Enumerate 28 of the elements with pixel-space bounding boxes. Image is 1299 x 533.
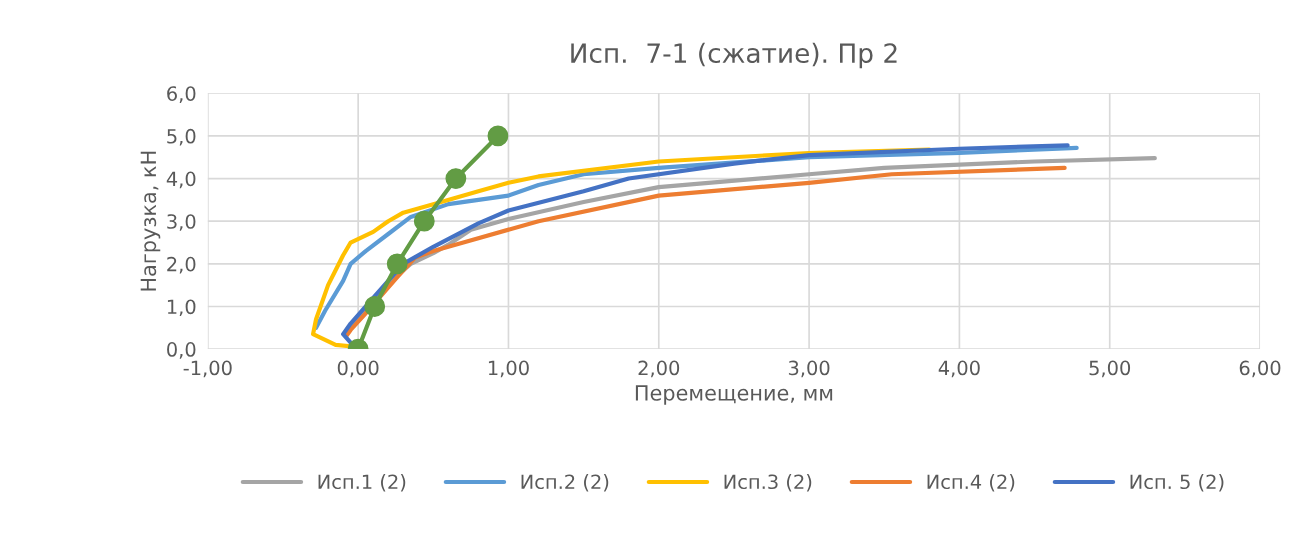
x-tick-label: 0,00 — [337, 360, 379, 378]
x-tick-label: 4,00 — [938, 360, 980, 378]
point — [386, 253, 408, 275]
y-tick-label: 2,0 — [167, 256, 196, 274]
x-tick-label: 2,00 — [638, 360, 680, 378]
chart-title: Исп. 7-1 (сжатие). Пр 2 — [571, 42, 897, 69]
point — [413, 210, 435, 232]
x-tick-label: 6,00 — [1239, 360, 1281, 378]
x-axis-title: Перемещение, мм — [635, 385, 833, 405]
y-tick-label: 6,0 — [167, 86, 196, 103]
legend-label: Исп.1 (2) — [318, 474, 406, 492]
point — [364, 296, 386, 317]
y-tick-label: 0,0 — [167, 342, 196, 359]
y-tick-label: 4,0 — [166, 171, 196, 189]
legend-label: Исп.4 (2) — [927, 474, 1015, 492]
point — [445, 168, 467, 189]
x-tick-label: -1,00 — [183, 360, 232, 378]
y-axis-title: Нагрузка, кН — [140, 151, 161, 291]
point — [487, 125, 509, 147]
y-tick-label: 5,0 — [167, 128, 196, 146]
legend-label: Исп.2 (2) — [521, 474, 609, 492]
x-tick-label: 3,00 — [788, 360, 830, 378]
y-tick-label: 1,0 — [167, 299, 196, 317]
x-tick-label: 1,00 — [488, 360, 529, 378]
x-tick-label: 5,00 — [1089, 360, 1131, 378]
legend-label: Исп. 5 (2) — [1130, 474, 1224, 492]
y-tick-label: 3,0 — [167, 214, 196, 231]
legend-label: Исп.3 (2) — [724, 474, 812, 492]
